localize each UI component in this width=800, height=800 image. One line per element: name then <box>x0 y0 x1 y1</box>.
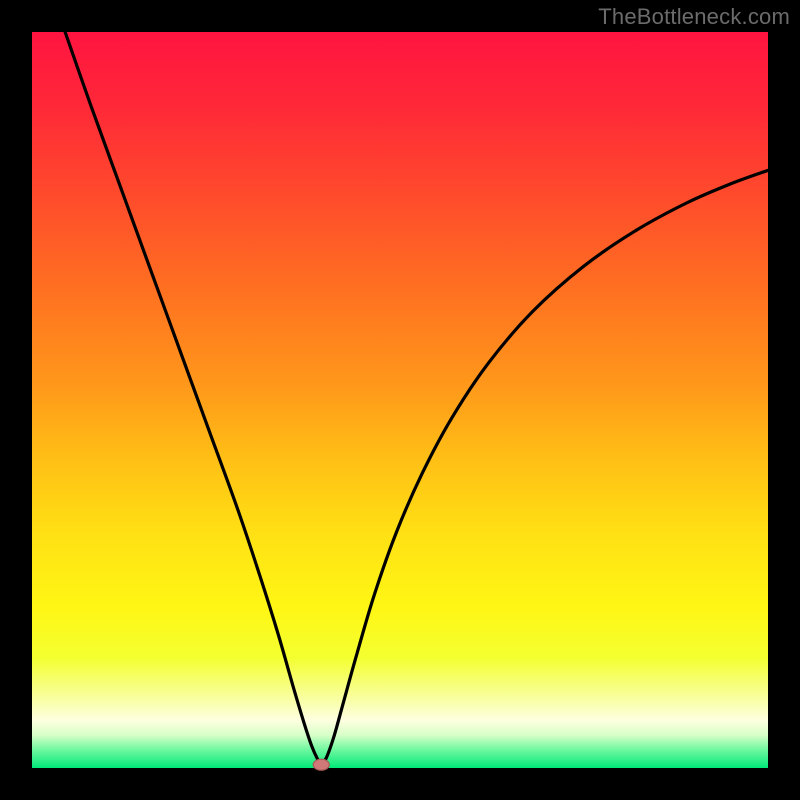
plot-background-gradient <box>32 32 768 768</box>
bottleneck-chart <box>0 0 800 800</box>
watermark-text: TheBottleneck.com <box>598 4 790 30</box>
minimum-marker <box>313 759 329 770</box>
